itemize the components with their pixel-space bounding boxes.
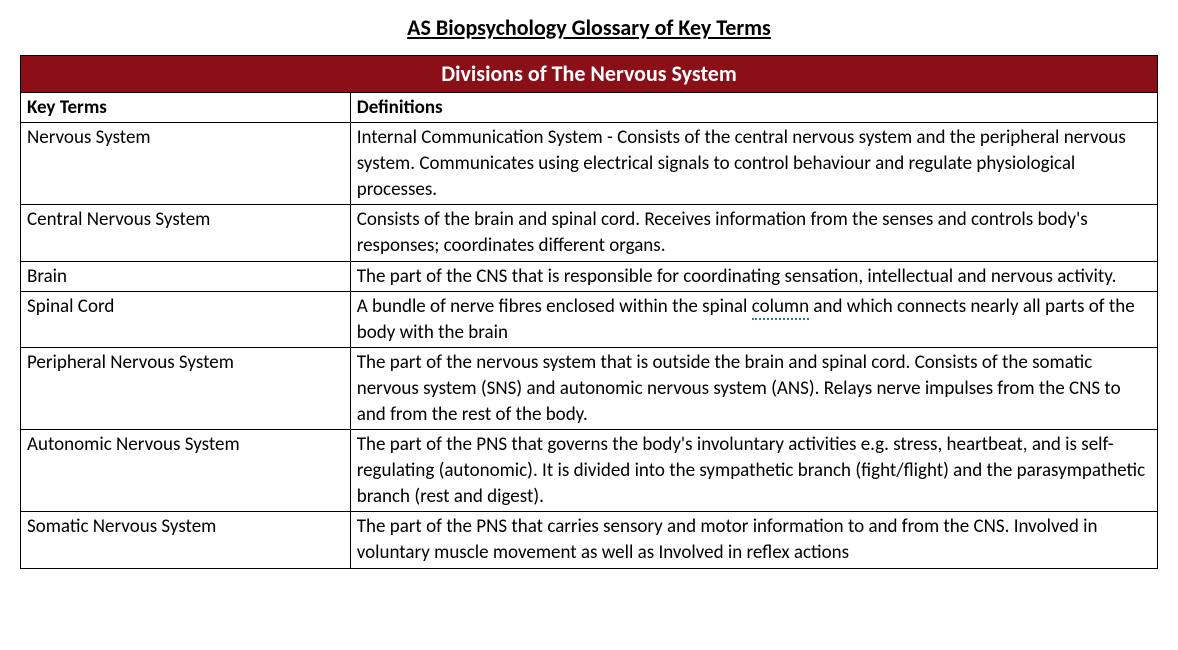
definition-cell: The part of the PNS that carries sensory… (350, 512, 1157, 568)
page-title: AS Biopsychology Glossary of Key Terms (20, 14, 1158, 41)
table-row: Nervous System Internal Communication Sy… (21, 123, 1158, 205)
column-header-term: Key Terms (21, 92, 351, 123)
column-header-row: Key Terms Definitions (21, 92, 1158, 123)
section-header: Divisions of The Nervous System (21, 56, 1158, 93)
table-row: Spinal Cord A bundle of nerve fibres enc… (21, 292, 1158, 348)
table-row: Central Nervous System Consists of the b… (21, 205, 1158, 261)
column-header-definition: Definitions (350, 92, 1157, 123)
glossary-table: Divisions of The Nervous System Key Term… (20, 55, 1158, 569)
term-cell: Brain (21, 261, 351, 292)
definition-cell: The part of the PNS that governs the bod… (350, 430, 1157, 512)
table-row: Autonomic Nervous System The part of the… (21, 430, 1158, 512)
term-cell: Central Nervous System (21, 205, 351, 261)
definition-cell: Consists of the brain and spinal cord. R… (350, 205, 1157, 261)
definition-cell: A bundle of nerve fibres enclosed within… (350, 292, 1157, 348)
term-cell: Peripheral Nervous System (21, 348, 351, 430)
term-cell: Spinal Cord (21, 292, 351, 348)
definition-cell: The part of the nervous system that is o… (350, 348, 1157, 430)
definition-text-pre: A bundle of nerve fibres enclosed within… (357, 295, 752, 318)
table-row: Somatic Nervous System The part of the P… (21, 512, 1158, 568)
definition-cell: Internal Communication System - Consists… (350, 123, 1157, 205)
spellcheck-mark: column (752, 295, 809, 320)
table-row: Brain The part of the CNS that is respon… (21, 261, 1158, 292)
table-row: Peripheral Nervous System The part of th… (21, 348, 1158, 430)
term-cell: Somatic Nervous System (21, 512, 351, 568)
term-cell: Nervous System (21, 123, 351, 205)
term-cell: Autonomic Nervous System (21, 430, 351, 512)
section-header-row: Divisions of The Nervous System (21, 56, 1158, 93)
definition-cell: The part of the CNS that is responsible … (350, 261, 1157, 292)
